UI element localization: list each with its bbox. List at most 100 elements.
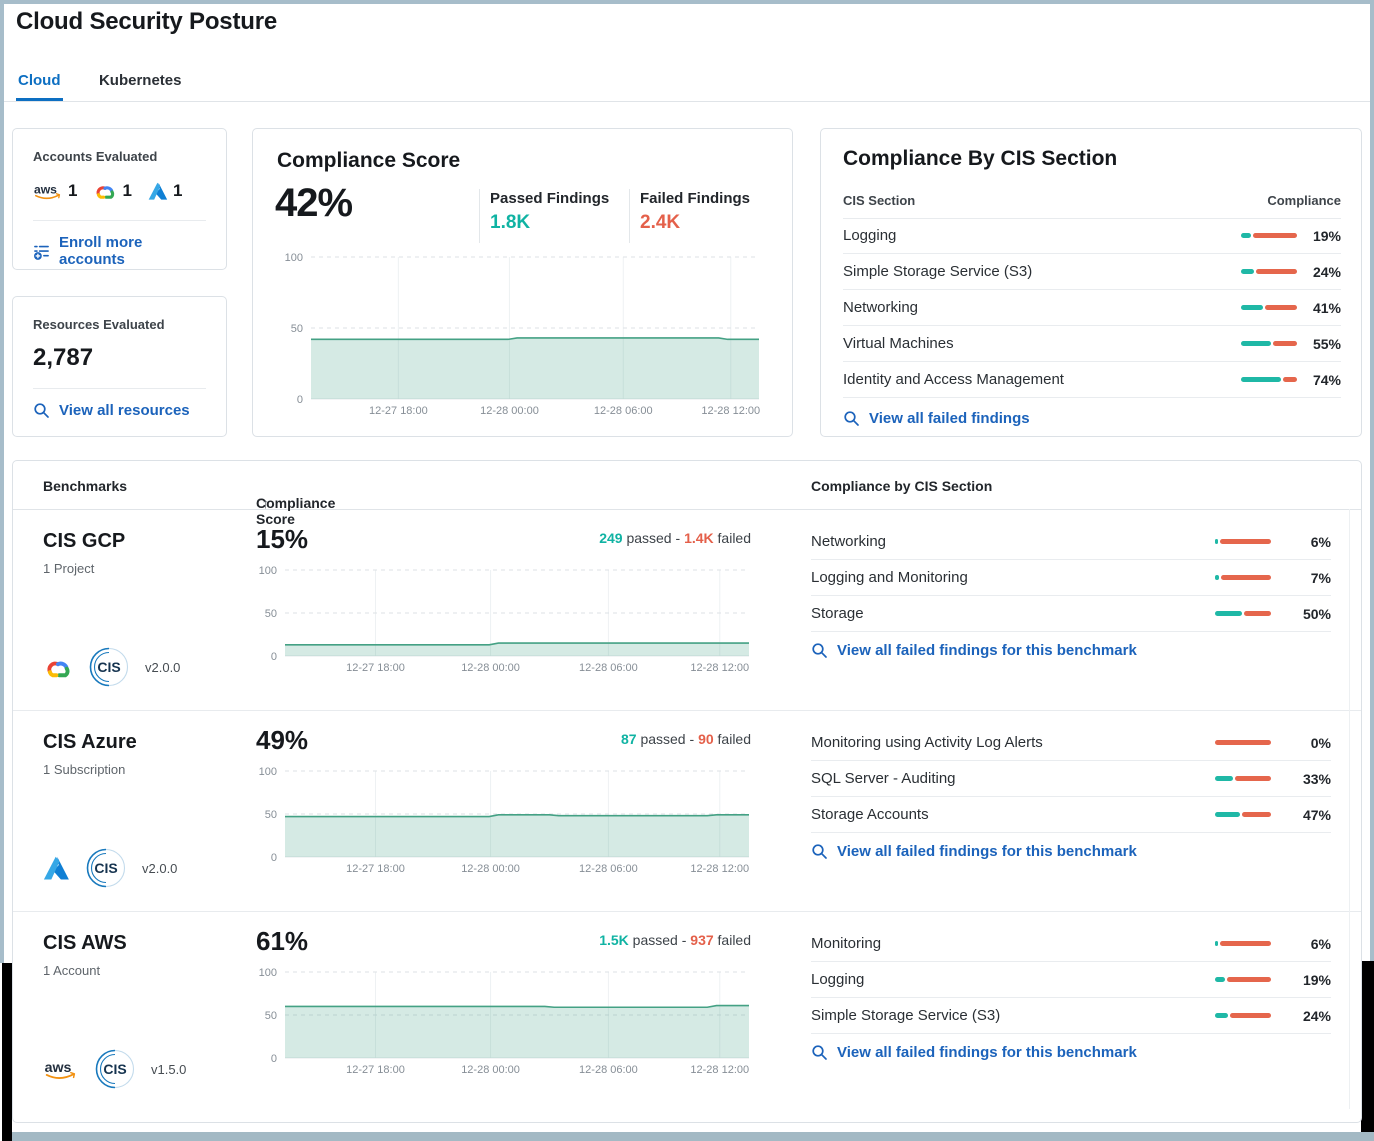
search-icon [811, 843, 828, 860]
compliance-score-card: Compliance Score 42% Passed Findings 1.8… [252, 128, 793, 437]
letterbox-left [2, 963, 12, 1141]
divider [479, 189, 480, 243]
compliance-bar [1215, 539, 1271, 544]
compliance-bar [1215, 941, 1271, 946]
benchmark-row: CIS Azure 1 Subscription CIS v2.0.0 49% … [13, 711, 1361, 912]
svg-text:12-27 18:00: 12-27 18:00 [346, 863, 405, 875]
failed-count[interactable]: 90 [698, 731, 714, 747]
passed-count[interactable]: 87 [620, 731, 637, 747]
compliance-bar [1215, 977, 1271, 982]
svg-text:12-28 12:00: 12-28 12:00 [690, 1064, 749, 1076]
svg-text:12-28 00:00: 12-28 00:00 [480, 405, 539, 417]
benchmark-section-row[interactable]: Simple Storage Service (S3) 24% [811, 998, 1331, 1034]
passed-findings-label: Passed Findings [490, 190, 610, 207]
cis-section-name: Networking [843, 299, 919, 316]
cis-section-row[interactable]: Virtual Machines 55% [843, 326, 1341, 362]
benchmark-section-row[interactable]: Storage Accounts 47% [811, 797, 1331, 833]
svg-text:100: 100 [285, 252, 303, 264]
view-all-resources-label: View all resources [59, 402, 190, 419]
cis-section-row[interactable]: Networking 41% [843, 290, 1341, 326]
cis-section-row[interactable]: Logging 19% [843, 218, 1341, 254]
benchmark-section-row[interactable]: Monitoring 6% [811, 926, 1331, 962]
benchmarks-table-body: CIS GCP 1 Project CIS v2.0.0 15% 249 pas… [13, 510, 1361, 1127]
page-title: Cloud Security Posture [16, 8, 277, 35]
tab-cloud[interactable]: Cloud [16, 66, 63, 101]
svg-text:50: 50 [265, 809, 277, 821]
failed-count[interactable]: 937 [690, 932, 714, 948]
benchmark-section-list: Monitoring using Activity Log Alerts 0% … [811, 725, 1331, 833]
compliance-bar [1215, 1013, 1271, 1018]
svg-text:12-28 00:00: 12-28 00:00 [461, 863, 520, 875]
window-border-top [0, 0, 1374, 4]
benchmark-row: CIS GCP 1 Project CIS v2.0.0 15% 249 pas… [13, 510, 1361, 711]
benchmark-logos: CIS v2.0.0 [43, 644, 180, 690]
svg-text:aws: aws [34, 182, 57, 196]
failed-findings-value[interactable]: 2.4K [640, 212, 681, 233]
view-failed-findings-benchmark-label: View all failed findings for this benchm… [837, 843, 1137, 860]
benchmark-trend-chart: 0 50 100 12-27 18:00 12-28 00:00 12-28 06:00 1… [249, 964, 761, 1078]
benchmark-section-row[interactable]: Logging and Monitoring 7% [811, 560, 1331, 596]
benchmark-section-row[interactable]: Storage 50% [811, 596, 1331, 632]
compliance-bar [1241, 305, 1297, 310]
azure-icon [43, 856, 70, 881]
svg-text:50: 50 [265, 608, 277, 620]
compliance-by-cis-section-card: Compliance By CIS Section CIS Section Co… [820, 128, 1362, 437]
compliance-score-trend-chart: 0 50 100 12-27 18:00 12-28 00:00 12-28 06:00 1… [275, 249, 771, 419]
failed-findings-label: Failed Findings [640, 190, 751, 207]
compliance-score-title: Compliance Score [277, 149, 461, 172]
gcp-account-count: 1 [93, 181, 132, 201]
passed-count[interactable]: 1.5K [599, 932, 629, 948]
benchmark-section-row[interactable]: Monitoring using Activity Log Alerts 0% [811, 725, 1331, 761]
view-failed-findings-benchmark-link[interactable]: View all failed findings for this benchm… [811, 1044, 1137, 1061]
svg-text:12-28 06:00: 12-28 06:00 [579, 662, 638, 674]
divider [33, 220, 206, 221]
divider [33, 388, 206, 389]
failed-count[interactable]: 1.4K [684, 530, 714, 546]
view-all-resources-link[interactable]: View all resources [33, 402, 190, 419]
svg-text:aws: aws [45, 1060, 72, 1076]
compliance-percent: 41% [1312, 299, 1341, 316]
gcp-icon [93, 181, 117, 201]
cis-section-row[interactable]: Simple Storage Service (S3) 24% [843, 254, 1341, 290]
failed-word: failed [717, 530, 751, 546]
passed-findings-value[interactable]: 1.8K [490, 212, 531, 233]
compliance-bar [1241, 341, 1297, 346]
view-failed-findings-benchmark-link[interactable]: View all failed findings for this benchm… [811, 642, 1137, 659]
benchmark-row: CIS AWS 1 Account aws CIS v1.5.0 61% 1.5… [13, 912, 1361, 1127]
view-all-failed-findings-link[interactable]: View all failed findings [843, 410, 1030, 427]
passed-word: passed [626, 530, 672, 546]
view-failed-findings-benchmark-label: View all failed findings for this benchm… [837, 1044, 1137, 1061]
svg-text:12-27 18:00: 12-27 18:00 [369, 405, 428, 417]
benchmark-trend-chart: 0 50 100 12-27 18:00 12-28 00:00 12-28 06:00 1… [249, 562, 761, 676]
compliance-bar [1215, 812, 1271, 817]
cis-logo: CIS [94, 1048, 136, 1090]
benchmark-version: v1.5.0 [151, 1061, 187, 1077]
svg-text:12-28 00:00: 12-28 00:00 [461, 1064, 520, 1076]
svg-text:50: 50 [291, 323, 303, 335]
aws-icon: aws [43, 1058, 79, 1081]
benchmark-name[interactable]: CIS AWS [43, 932, 127, 954]
benchmark-section-row[interactable]: Logging 19% [811, 962, 1331, 998]
compliance-percent: 6% [1310, 533, 1331, 550]
cis-table-header: CIS Section Compliance [843, 193, 1341, 219]
view-failed-findings-benchmark-link[interactable]: View all failed findings for this benchm… [811, 843, 1137, 860]
cis-section-row[interactable]: Identity and Access Management 74% [843, 362, 1341, 398]
tab-kubernetes[interactable]: Kubernetes [98, 72, 182, 89]
compliance-by-cis-section-column-header: Compliance by CIS Section [811, 478, 993, 494]
svg-text:12-28 12:00: 12-28 12:00 [690, 863, 749, 875]
window-border-right [1370, 0, 1374, 961]
benchmark-name[interactable]: CIS GCP [43, 530, 126, 552]
benchmarks-column-header: Benchmarks [43, 478, 128, 494]
passed-count[interactable]: 249 [599, 530, 623, 546]
cis-logo: CIS [85, 847, 127, 889]
benchmark-name[interactable]: CIS Azure [43, 731, 137, 753]
accounts-evaluated-card: Accounts Evaluated aws 1 1 1 Enroll more… [12, 128, 227, 270]
letterbox-right [1361, 961, 1374, 1132]
benchmark-section-row[interactable]: SQL Server - Auditing 33% [811, 761, 1331, 797]
svg-text:12-28 06:00: 12-28 06:00 [579, 863, 638, 875]
benchmark-section-row[interactable]: Networking 6% [811, 524, 1331, 560]
section-name: Monitoring [811, 935, 882, 952]
svg-text:CIS: CIS [103, 1061, 126, 1077]
enroll-more-accounts-link[interactable]: Enroll more accounts [33, 234, 206, 268]
resources-count: 2,787 [33, 344, 94, 371]
